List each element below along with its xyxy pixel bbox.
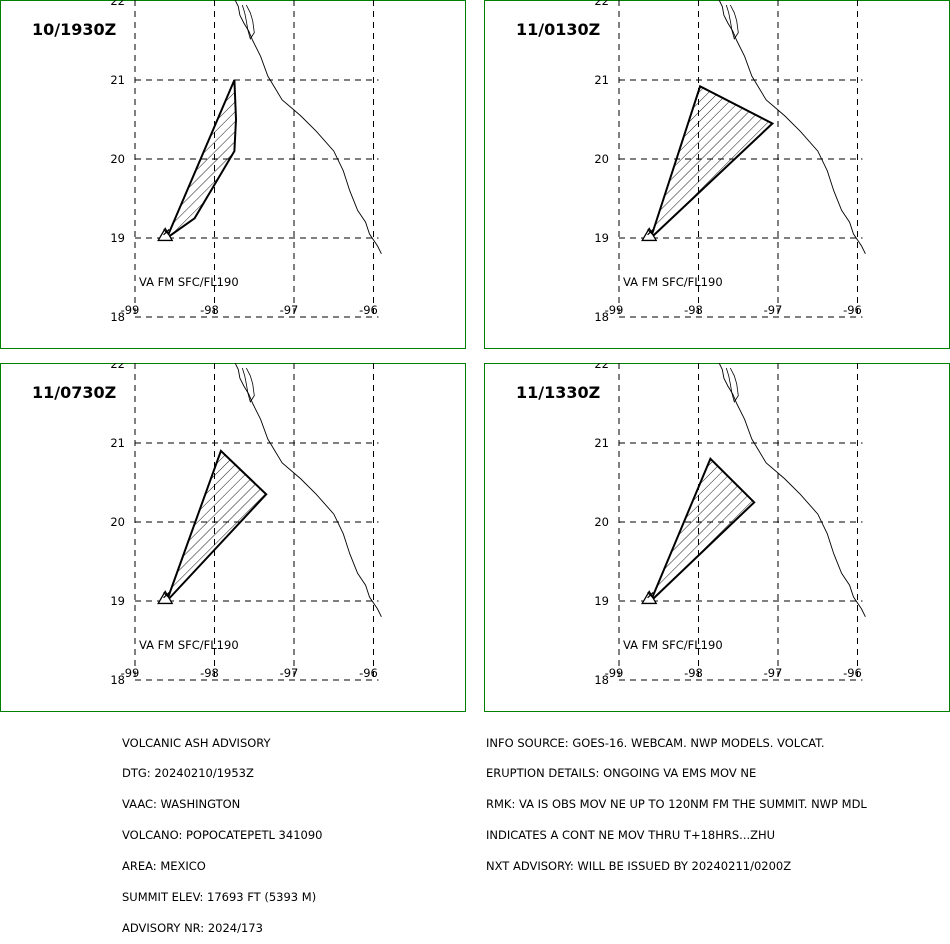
altitude-label: VA FM SFC/FL190: [139, 275, 239, 289]
longitude-tick-label: -96: [843, 666, 862, 680]
panel-frame: [0, 0, 466, 349]
map-panel: × 22 21 20 19 18-99 -98 -97 -96 10/1930Z VA FM SFC…: [0, 0, 466, 349]
advisory-line: AREA: MEXICO: [122, 859, 206, 874]
latitude-tick-label: 19: [594, 231, 609, 245]
advisory-line: INFO SOURCE: GOES-16. WEBCAM. NWP MODELS…: [486, 735, 825, 750]
latitude-tick-label: 19: [110, 594, 125, 608]
advisory-line: ERUPTION DETAILS: ONGOING VA EMS MOV NE: [486, 766, 757, 781]
panel-time-title: 11/1330Z: [516, 383, 600, 402]
volcano-x-marker: ×: [646, 588, 655, 601]
advisory-line: INDICATES A CONT NE MOV THRU T+18HRS...Z…: [486, 828, 776, 843]
latitude-tick-label: 19: [110, 231, 125, 245]
longitude-tick-label: -99: [121, 303, 140, 317]
longitude-tick-label: -98: [684, 303, 703, 317]
advisory-line: ADVISORY NR: 2024/173: [122, 920, 263, 935]
volcano-triangle-icon: [641, 227, 658, 242]
latitude-tick-label: 21: [110, 73, 125, 87]
coastline-lagoon: [241, 4, 255, 40]
latitude-tick-label: 18: [594, 310, 609, 324]
longitude-tick-label: -96: [843, 303, 862, 317]
longitude-tick-label: -99: [605, 303, 624, 317]
volcano-x-marker: ×: [646, 225, 655, 238]
latitude-tick-label: 19: [594, 594, 609, 608]
volcano-x-marker: ×: [162, 588, 171, 601]
coastline-lagoon: [725, 4, 739, 40]
longitude-tick-label: -97: [280, 666, 299, 680]
coastline-lagoon: [725, 367, 739, 403]
advisory-line: DTG: 20240210/1953Z: [122, 766, 254, 781]
longitude-tick-label: -98: [200, 666, 219, 680]
volcano-triangle-icon: [157, 227, 174, 242]
advisory-text-right: INFO SOURCE: GOES-16. WEBCAM. NWP MODELS…: [486, 717, 867, 882]
ash-cloud-polygon: [649, 84, 775, 239]
map-panel: × 22 21 20 19 18-99 -98 -97 -96 11/1330Z VA FM SFC…: [484, 357, 950, 712]
panel-time-title: 10/1930Z: [32, 20, 116, 39]
longitude-tick-label: -97: [764, 666, 783, 680]
coastline: [234, 363, 382, 617]
advisory-text-left: VOLCANIC ASH ADVISORY DTG: 20240210/1953…: [122, 717, 322, 944]
panel-time-title: 11/0730Z: [32, 383, 116, 402]
latitude-tick-label: 22: [110, 357, 125, 371]
latitude-tick-label: 18: [110, 310, 125, 324]
map-panel: × 22 21 20 19 18-99 -98 -97 -96 11/0730Z VA FM SFC…: [0, 357, 466, 712]
latitude-tick-label: 18: [594, 673, 609, 687]
altitude-label: VA FM SFC/FL190: [139, 638, 239, 652]
ash-cloud-polygon: [164, 79, 238, 241]
latitude-tick-label: 20: [594, 515, 609, 529]
advisory-line: VOLCANIC ASH ADVISORY: [122, 735, 271, 750]
volcano-triangle-icon: [157, 590, 174, 605]
longitude-tick-label: -96: [359, 303, 378, 317]
longitude-tick-label: -98: [200, 303, 219, 317]
volcano-x-marker: ×: [162, 225, 171, 238]
map-panel: × 22 21 20 19 18-99 -98 -97 -96 11/0130Z VA FM SFC…: [484, 0, 950, 349]
ash-cloud-polygon: [649, 457, 756, 602]
advisory-line: RMK: VA IS OBS MOV NE UP TO 120NM FM THE…: [486, 797, 867, 812]
latitude-tick-label: 20: [110, 515, 125, 529]
latitude-tick-label: 21: [110, 436, 125, 450]
ash-cloud-polygon: [165, 449, 268, 602]
latitude-tick-label: 20: [110, 152, 125, 166]
coastline-lagoon: [241, 367, 255, 403]
altitude-label: VA FM SFC/FL190: [623, 638, 723, 652]
advisory-line: NXT ADVISORY: WILL BE ISSUED BY 20240211…: [486, 859, 792, 874]
latitude-tick-label: 20: [594, 152, 609, 166]
latitude-tick-label: 18: [110, 673, 125, 687]
latitude-tick-label: 21: [594, 436, 609, 450]
panel-frame: [0, 363, 466, 712]
latitude-tick-label: 22: [594, 0, 609, 8]
advisory-line: SUMMIT ELEV: 17693 FT (5393 M): [122, 890, 317, 905]
longitude-tick-label: -97: [280, 303, 299, 317]
coastline: [718, 0, 866, 254]
longitude-tick-label: -98: [684, 666, 703, 680]
longitude-tick-label: -97: [764, 303, 783, 317]
panel-time-title: 11/0130Z: [516, 20, 600, 39]
latitude-tick-label: 22: [594, 357, 609, 371]
longitude-tick-label: -99: [121, 666, 140, 680]
coastline: [718, 363, 866, 617]
advisory-line: VOLCANO: POPOCATEPETL 341090: [122, 828, 323, 843]
latitude-tick-label: 21: [594, 73, 609, 87]
coastline: [234, 0, 382, 254]
volcano-triangle-icon: [641, 590, 658, 605]
advisory-line: VAAC: WASHINGTON: [122, 797, 241, 812]
longitude-tick-label: -96: [359, 666, 378, 680]
latitude-tick-label: 22: [110, 0, 125, 8]
altitude-label: VA FM SFC/FL190: [623, 275, 723, 289]
longitude-tick-label: -99: [605, 666, 624, 680]
